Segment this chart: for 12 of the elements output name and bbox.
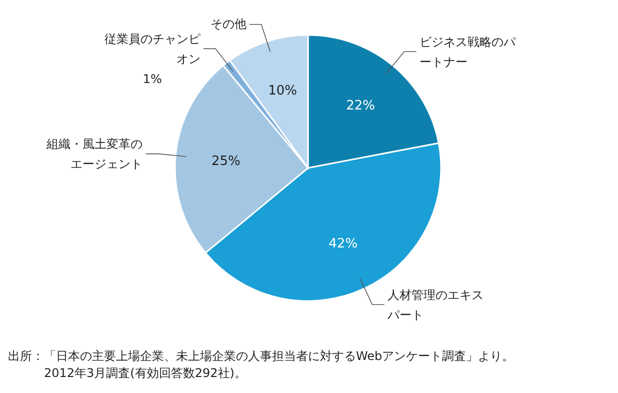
- slice-label: その他: [210, 16, 246, 34]
- slice-label: ビジネス戦略のパートナー: [419, 34, 516, 71]
- text: 2012年3月調査(有効回答数292社)。: [44, 365, 246, 382]
- data-label: 22%: [346, 98, 376, 114]
- data-label: 10%: [268, 84, 297, 99]
- data-label: 1%: [142, 70, 163, 88]
- data-label: 42%: [328, 236, 358, 252]
- data-label: 25%: [211, 154, 240, 170]
- slice-label: 人材管理のエキスパート: [387, 286, 484, 324]
- slice-label: 組織・風土変革のエージェント: [46, 136, 143, 173]
- text: 出所：「日本の主要上場企業、未上場企業の人事担当者に対するWebアンケート調査」より。: [8, 348, 514, 365]
- slice-label: 従業員のチャンピオン: [104, 32, 200, 66]
